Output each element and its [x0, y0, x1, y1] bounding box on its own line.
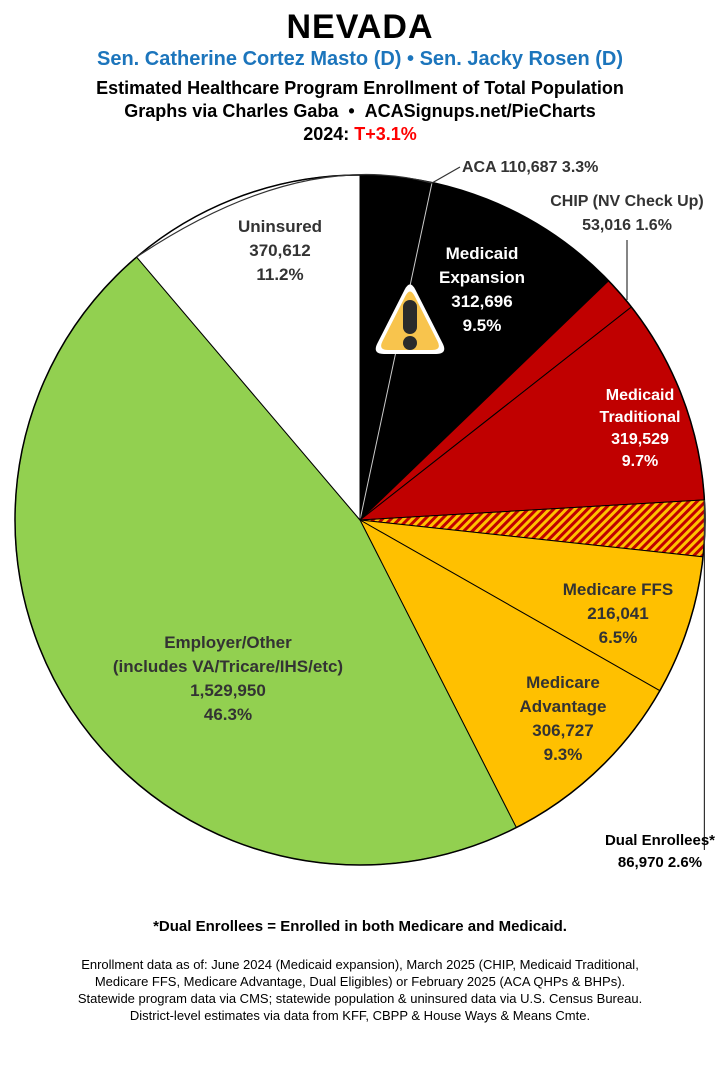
- svg-text:Traditional: Traditional: [600, 409, 681, 426]
- svg-text:370,612: 370,612: [249, 241, 310, 260]
- svg-text:CHIP (NV Check Up): CHIP (NV Check Up): [550, 193, 704, 210]
- svg-text:Advantage: Advantage: [520, 697, 607, 716]
- svg-text:9.3%: 9.3%: [544, 745, 583, 764]
- svg-text:9.7%: 9.7%: [622, 453, 658, 470]
- svg-text:306,727: 306,727: [532, 721, 593, 740]
- svg-text:9.5%: 9.5%: [463, 316, 502, 335]
- svg-text:53,016 1.6%: 53,016 1.6%: [582, 217, 672, 234]
- svg-text:Medicaid: Medicaid: [446, 244, 519, 263]
- svg-text:86,970 2.6%: 86,970 2.6%: [618, 854, 702, 871]
- svg-text:Medicare FFS: Medicare FFS: [563, 580, 674, 599]
- svg-text:312,696: 312,696: [451, 292, 512, 311]
- svg-text:Medicare: Medicare: [526, 673, 600, 692]
- svg-text:ACA 110,687 3.3%: ACA 110,687 3.3%: [462, 159, 598, 176]
- svg-text:Medicaid: Medicaid: [606, 387, 674, 404]
- svg-text:6.5%: 6.5%: [599, 628, 638, 647]
- svg-text:Uninsured: Uninsured: [238, 217, 322, 236]
- svg-text:1,529,950: 1,529,950: [190, 681, 266, 700]
- svg-text:46.3%: 46.3%: [204, 705, 252, 724]
- svg-text:319,529: 319,529: [611, 431, 669, 448]
- svg-text:Dual Enrollees*: Dual Enrollees*: [605, 832, 715, 849]
- svg-text:11.2%: 11.2%: [256, 265, 303, 284]
- svg-text:216,041: 216,041: [587, 604, 648, 623]
- svg-text:Expansion: Expansion: [439, 268, 525, 287]
- svg-text:(includes VA/Tricare/IHS/etc): (includes VA/Tricare/IHS/etc): [113, 657, 343, 676]
- svg-text:Employer/Other: Employer/Other: [164, 633, 292, 652]
